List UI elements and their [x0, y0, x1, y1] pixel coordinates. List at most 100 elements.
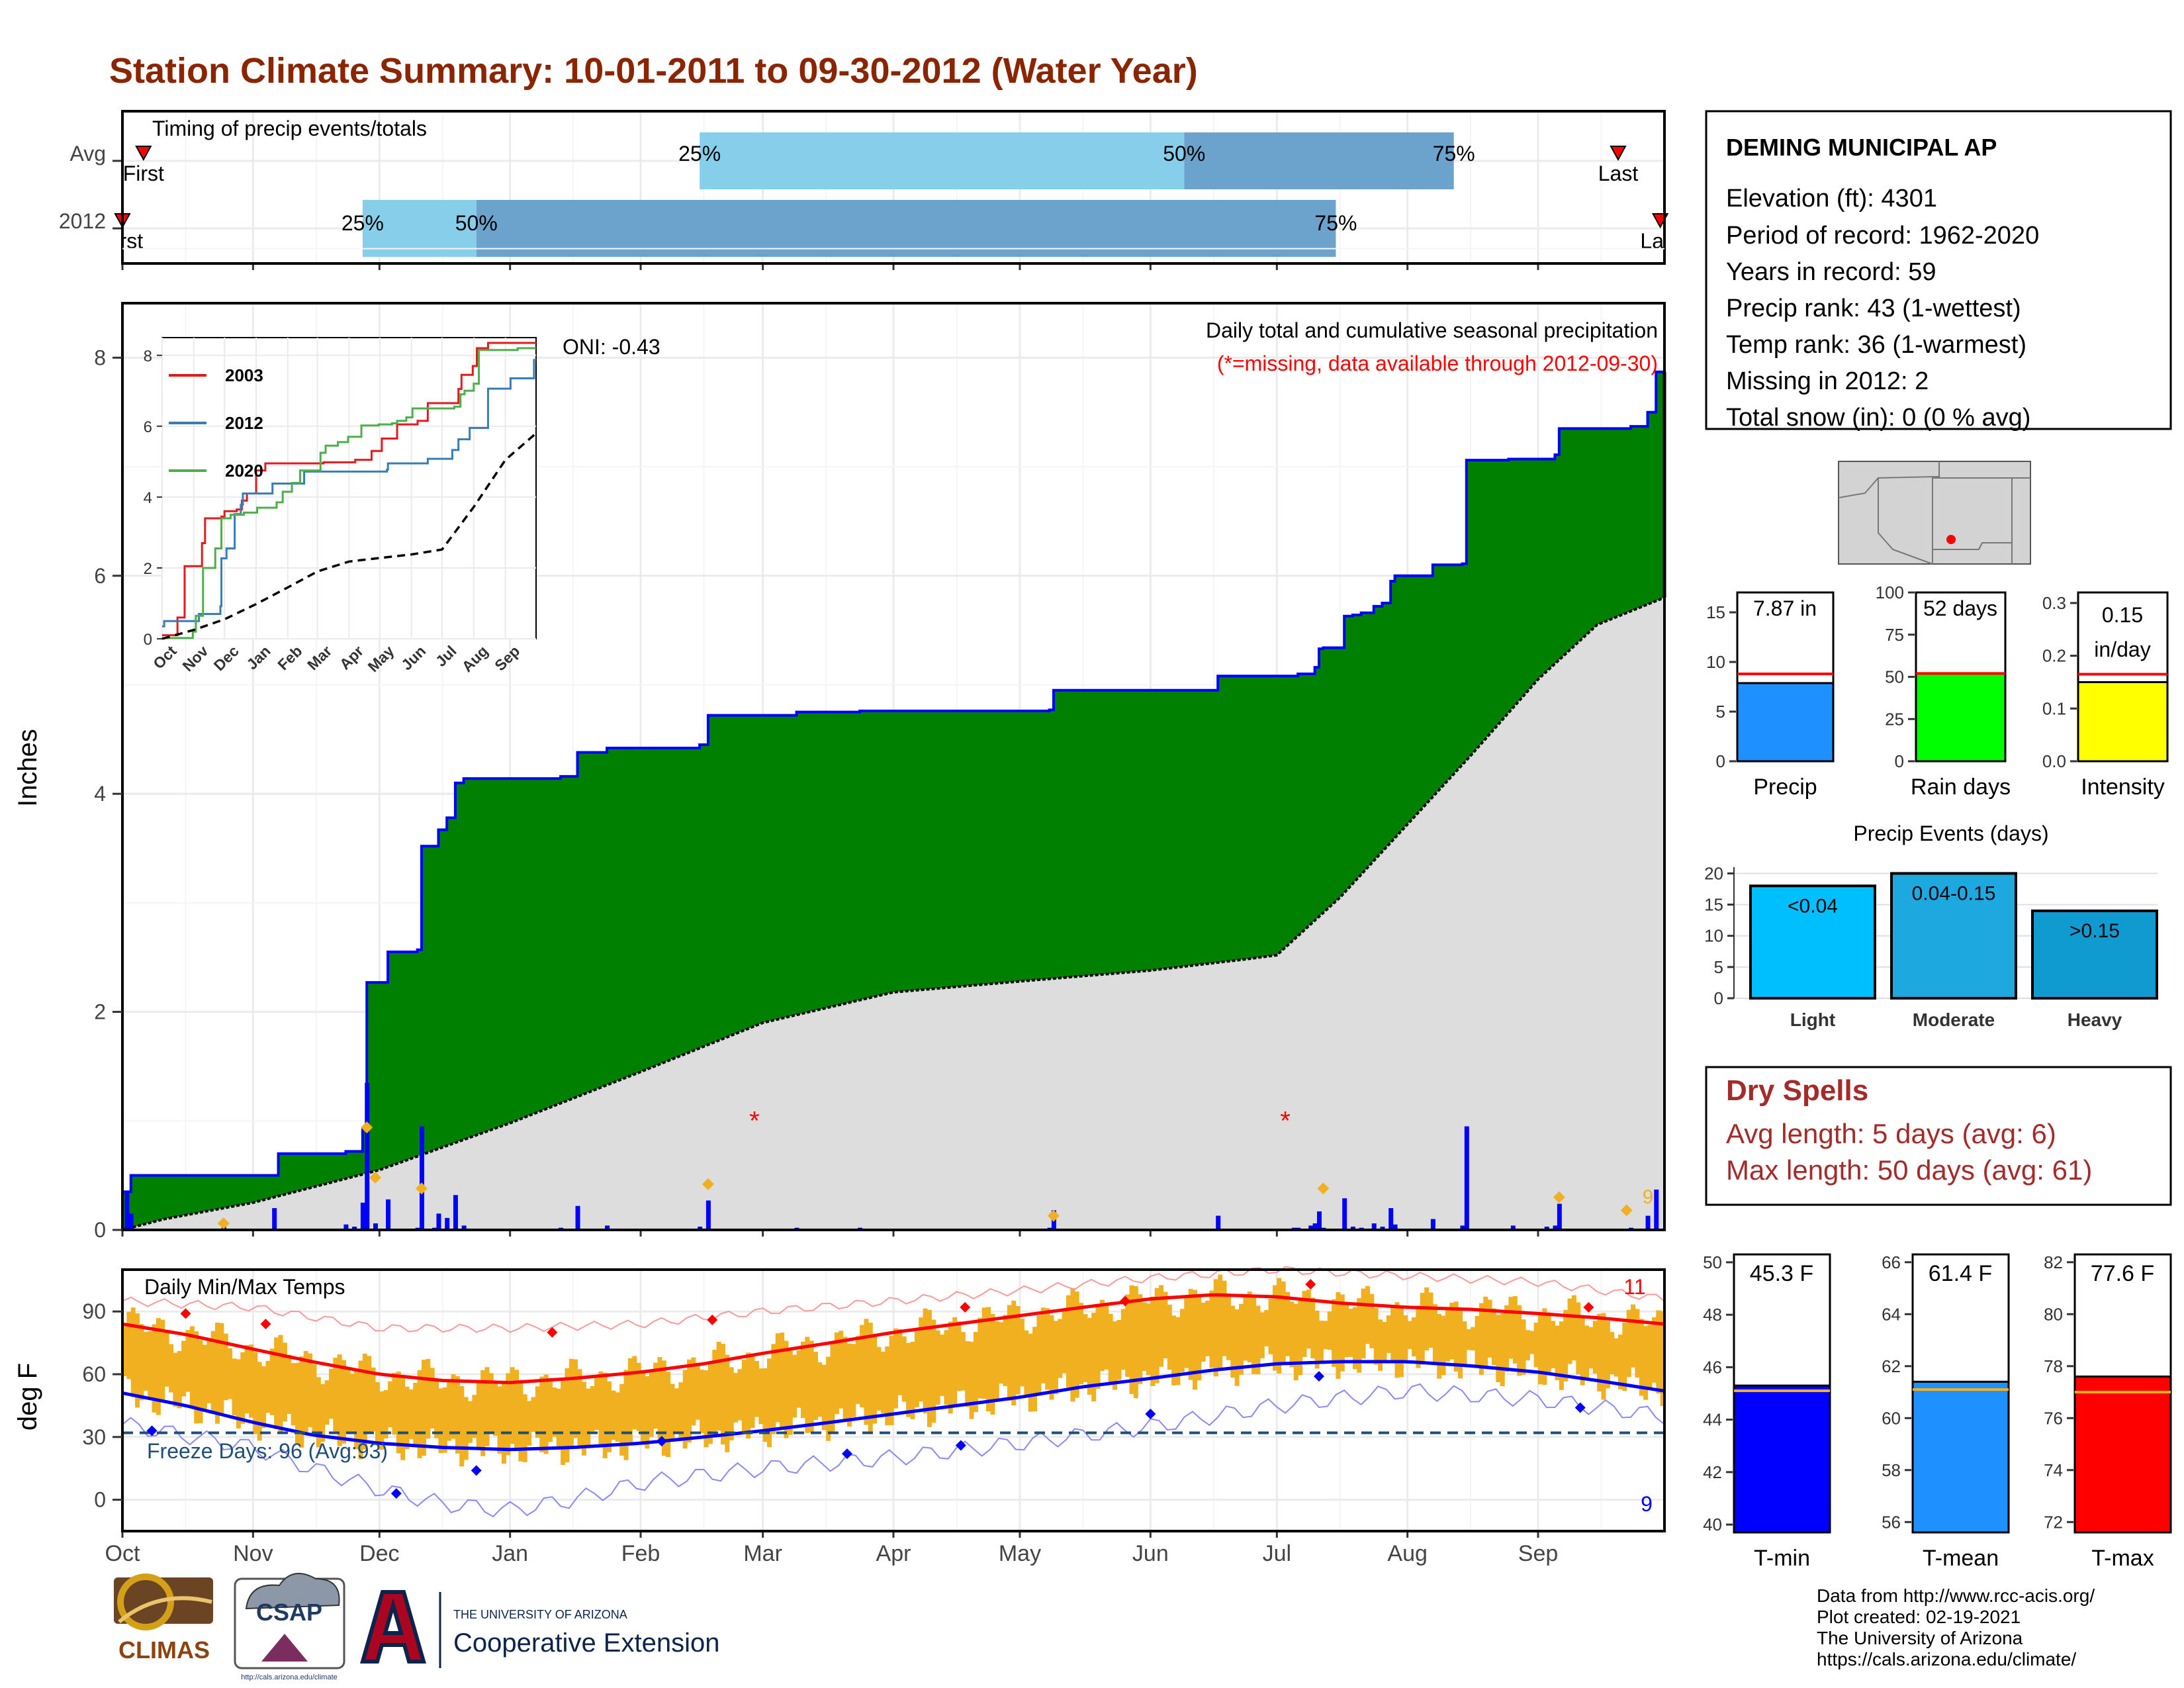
- temp-daily-range-bar: [1032, 1327, 1038, 1412]
- temp-daily-range-bar: [649, 1372, 654, 1437]
- temp-daily-range-bar: [1192, 1289, 1197, 1390]
- temp-daily-range-bar: [1142, 1302, 1147, 1372]
- temp-daily-range-bar: [792, 1354, 797, 1418]
- precip-average-line: [122, 596, 1665, 1231]
- csap-url: http://cals.arizona.edu/climate: [241, 1673, 338, 1681]
- temp-daily-range-bar: [291, 1363, 296, 1426]
- temp-daily-range-bar: [1357, 1298, 1362, 1373]
- temp-daily-range-bar: [219, 1323, 224, 1417]
- temp-daily-range-bar: [1407, 1321, 1412, 1349]
- temp-daily-range-bar: [935, 1330, 940, 1405]
- temp-daily-range-bar: [1209, 1290, 1214, 1368]
- temp-daily-range-bar: [1255, 1305, 1261, 1374]
- temp-daily-range-bar: [126, 1311, 132, 1380]
- temp-daily-range-bar: [981, 1307, 987, 1399]
- temp-daily-range-bar: [1660, 1311, 1665, 1406]
- summary-bars: 0 5 10 15 Precip 7.87 in 0 25 50 75 100 Rain days 52…: [1706, 583, 2169, 800]
- temp-daily-range-bar: [657, 1357, 662, 1439]
- temp-daily-range-bar: [1133, 1286, 1138, 1399]
- temp-daily-range-bar: [164, 1330, 169, 1387]
- timing-bar-q3-row-1: [476, 200, 1336, 257]
- temp-daily-range-bar: [817, 1362, 823, 1417]
- precip-heavy-event-marker-icon: [217, 1217, 230, 1230]
- temp-daily-range-bar: [1635, 1309, 1640, 1378]
- temp-record-low-marker-icon: [1574, 1402, 1586, 1413]
- temp-daily-range-bar: [527, 1401, 532, 1446]
- temp-daily-range-bar: [299, 1356, 304, 1448]
- month-x-tick-label-may: May: [999, 1541, 1041, 1566]
- temp-daily-range-bar: [1416, 1305, 1421, 1368]
- temp-daily-range-bar: [1159, 1285, 1164, 1367]
- temp-daily-range-bar: [931, 1319, 936, 1423]
- temp-record-low-line: [122, 1383, 1665, 1518]
- temp-daily-range-bar: [641, 1372, 645, 1445]
- temp-record-high-marker-icon: [180, 1308, 191, 1319]
- timing-label-75-row-1: 75%: [1314, 211, 1357, 235]
- temp-daily-range-bar: [455, 1376, 460, 1454]
- temp-daily-range-bar: [741, 1360, 747, 1433]
- footer-line-3: The University of Arizona: [1817, 1628, 2023, 1648]
- temp-daily-range-bar: [543, 1374, 549, 1454]
- precip-daily-bar: [698, 1227, 703, 1230]
- temp-daily-range-bar: [615, 1392, 620, 1442]
- inset-series-line-2020: [162, 347, 536, 639]
- station-name: DEMING MUNICIPAL AP: [1726, 134, 1997, 161]
- temp-daily-range-bar: [919, 1317, 924, 1402]
- inset-grid: [161, 338, 536, 639]
- dry-spells-title: Dry Spells: [1726, 1074, 1868, 1107]
- mini-y-tick-label: 0.2: [2042, 646, 2066, 666]
- temp-daily-range-bar: [556, 1388, 561, 1450]
- temp-daily-range-bar: [379, 1391, 385, 1450]
- mini-x-label-precip: Precip: [1753, 774, 1817, 800]
- temp-daily-range-bar: [1529, 1331, 1535, 1354]
- temp-daily-range-bar: [493, 1382, 498, 1436]
- ua-logo: THE UNIVERSITY OF ARIZONA Cooperative Ex…: [360, 1590, 719, 1668]
- precip-heavy-event-marker-icon: [415, 1182, 428, 1195]
- temp-daily-range-bar: [1546, 1312, 1551, 1373]
- temp-daily-range-bar: [506, 1373, 511, 1456]
- precip-events-chart: Precip Events (days) 05101520<0.04Light0…: [1704, 821, 2158, 1030]
- station-info-box: DEMING MUNICIPAL AP Elevation (ft): 4301…: [1705, 110, 2172, 432]
- temp-daily-range-bar: [1163, 1291, 1168, 1358]
- temp-daily-range-bar: [1458, 1309, 1463, 1379]
- temp-daily-range-bar: [561, 1381, 566, 1466]
- precip-note: (*=missing, data available through 2012-…: [1217, 352, 1658, 375]
- temp-daily-range-bar: [358, 1360, 363, 1460]
- temp-daily-range-bar: [1533, 1323, 1539, 1368]
- precip-y-tick-label: 6: [94, 564, 106, 588]
- temp-y-axis: 0 30 60 90: [82, 1299, 122, 1512]
- precip-daily-bar: [1654, 1190, 1659, 1230]
- temp-daily-range-bar: [156, 1318, 161, 1415]
- temp-daily-range-bar: [434, 1380, 439, 1438]
- month-x-tick-label-jul: Jul: [1263, 1541, 1291, 1566]
- temp-daily-range-bar: [1651, 1317, 1657, 1383]
- precip-daily-bar: [352, 1227, 357, 1230]
- cold-days-count: 9: [1641, 1492, 1653, 1516]
- precip-end-count: 9: [1643, 1186, 1654, 1208]
- inset-y-tick-label: 6: [144, 418, 152, 436]
- temp-daily-range-bar: [1179, 1309, 1185, 1372]
- temp-daily-range-bar: [780, 1333, 785, 1427]
- temp-daily-range-bar: [960, 1332, 966, 1391]
- temp-daily-range-bar: [1571, 1295, 1576, 1361]
- temp-daily-range-bar: [1500, 1313, 1505, 1387]
- temp-daily-range-bar: [805, 1336, 810, 1433]
- precip-daily-bar: [419, 1126, 424, 1230]
- temp-daily-range-bar: [948, 1321, 953, 1414]
- month-x-tick-label-apr: Apr: [876, 1541, 911, 1566]
- temp-daily-range-bar: [855, 1336, 860, 1404]
- temp-daily-range-bar: [552, 1387, 557, 1437]
- temp-record-high-line: [122, 1266, 1665, 1333]
- temp-daily-range-bar: [704, 1370, 709, 1448]
- temp-daily-range-bar: [700, 1370, 705, 1434]
- temp-record-low-marker-icon: [955, 1440, 966, 1451]
- precip-daily-bar: [1216, 1215, 1221, 1230]
- inset-legend: 2003 2012 2020: [169, 365, 263, 481]
- precip-daily-bar: [575, 1205, 580, 1230]
- footer-line-4: https://cals.arizona.edu/climate/: [1817, 1649, 2076, 1669]
- temp-record-high-marker-icon: [960, 1301, 971, 1313]
- station-location-dot: [1946, 535, 1956, 544]
- temp-daily-range-bar: [1614, 1338, 1619, 1377]
- dry-spells-frame: [1705, 1066, 2172, 1206]
- temp-daily-range-bar: [1386, 1315, 1391, 1353]
